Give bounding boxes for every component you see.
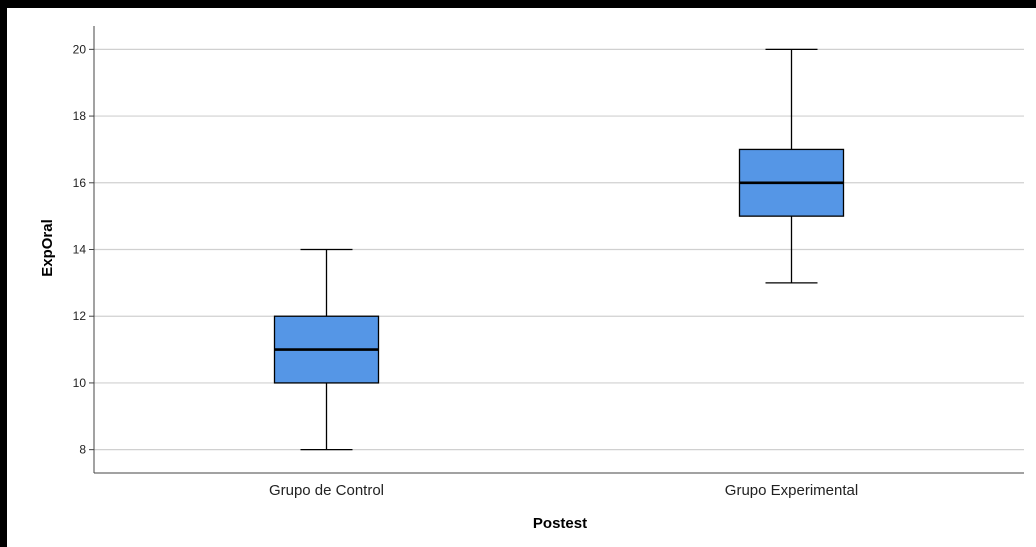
x-axis-title: Postest <box>533 515 587 532</box>
y-tick-label: 10 <box>73 376 87 390</box>
x-tick-label: Grupo de Control <box>269 482 384 499</box>
y-tick-label: 16 <box>73 176 87 190</box>
gridlines <box>94 48 1024 451</box>
y-axis-title: ExpOral <box>39 219 56 277</box>
x-tick-label: Grupo Experimental <box>725 482 858 499</box>
axes: 8 10 12 14 16 18 20 Grupo de Control Grupo Exper… <box>73 26 1024 499</box>
y-tick-label: 20 <box>73 42 87 56</box>
y-tick-label: 18 <box>73 109 87 123</box>
y-tick-label: 12 <box>73 309 87 323</box>
y-tick-label: 14 <box>73 243 87 257</box>
y-tick-label: 8 <box>79 443 86 457</box>
boxes <box>273 48 845 451</box>
